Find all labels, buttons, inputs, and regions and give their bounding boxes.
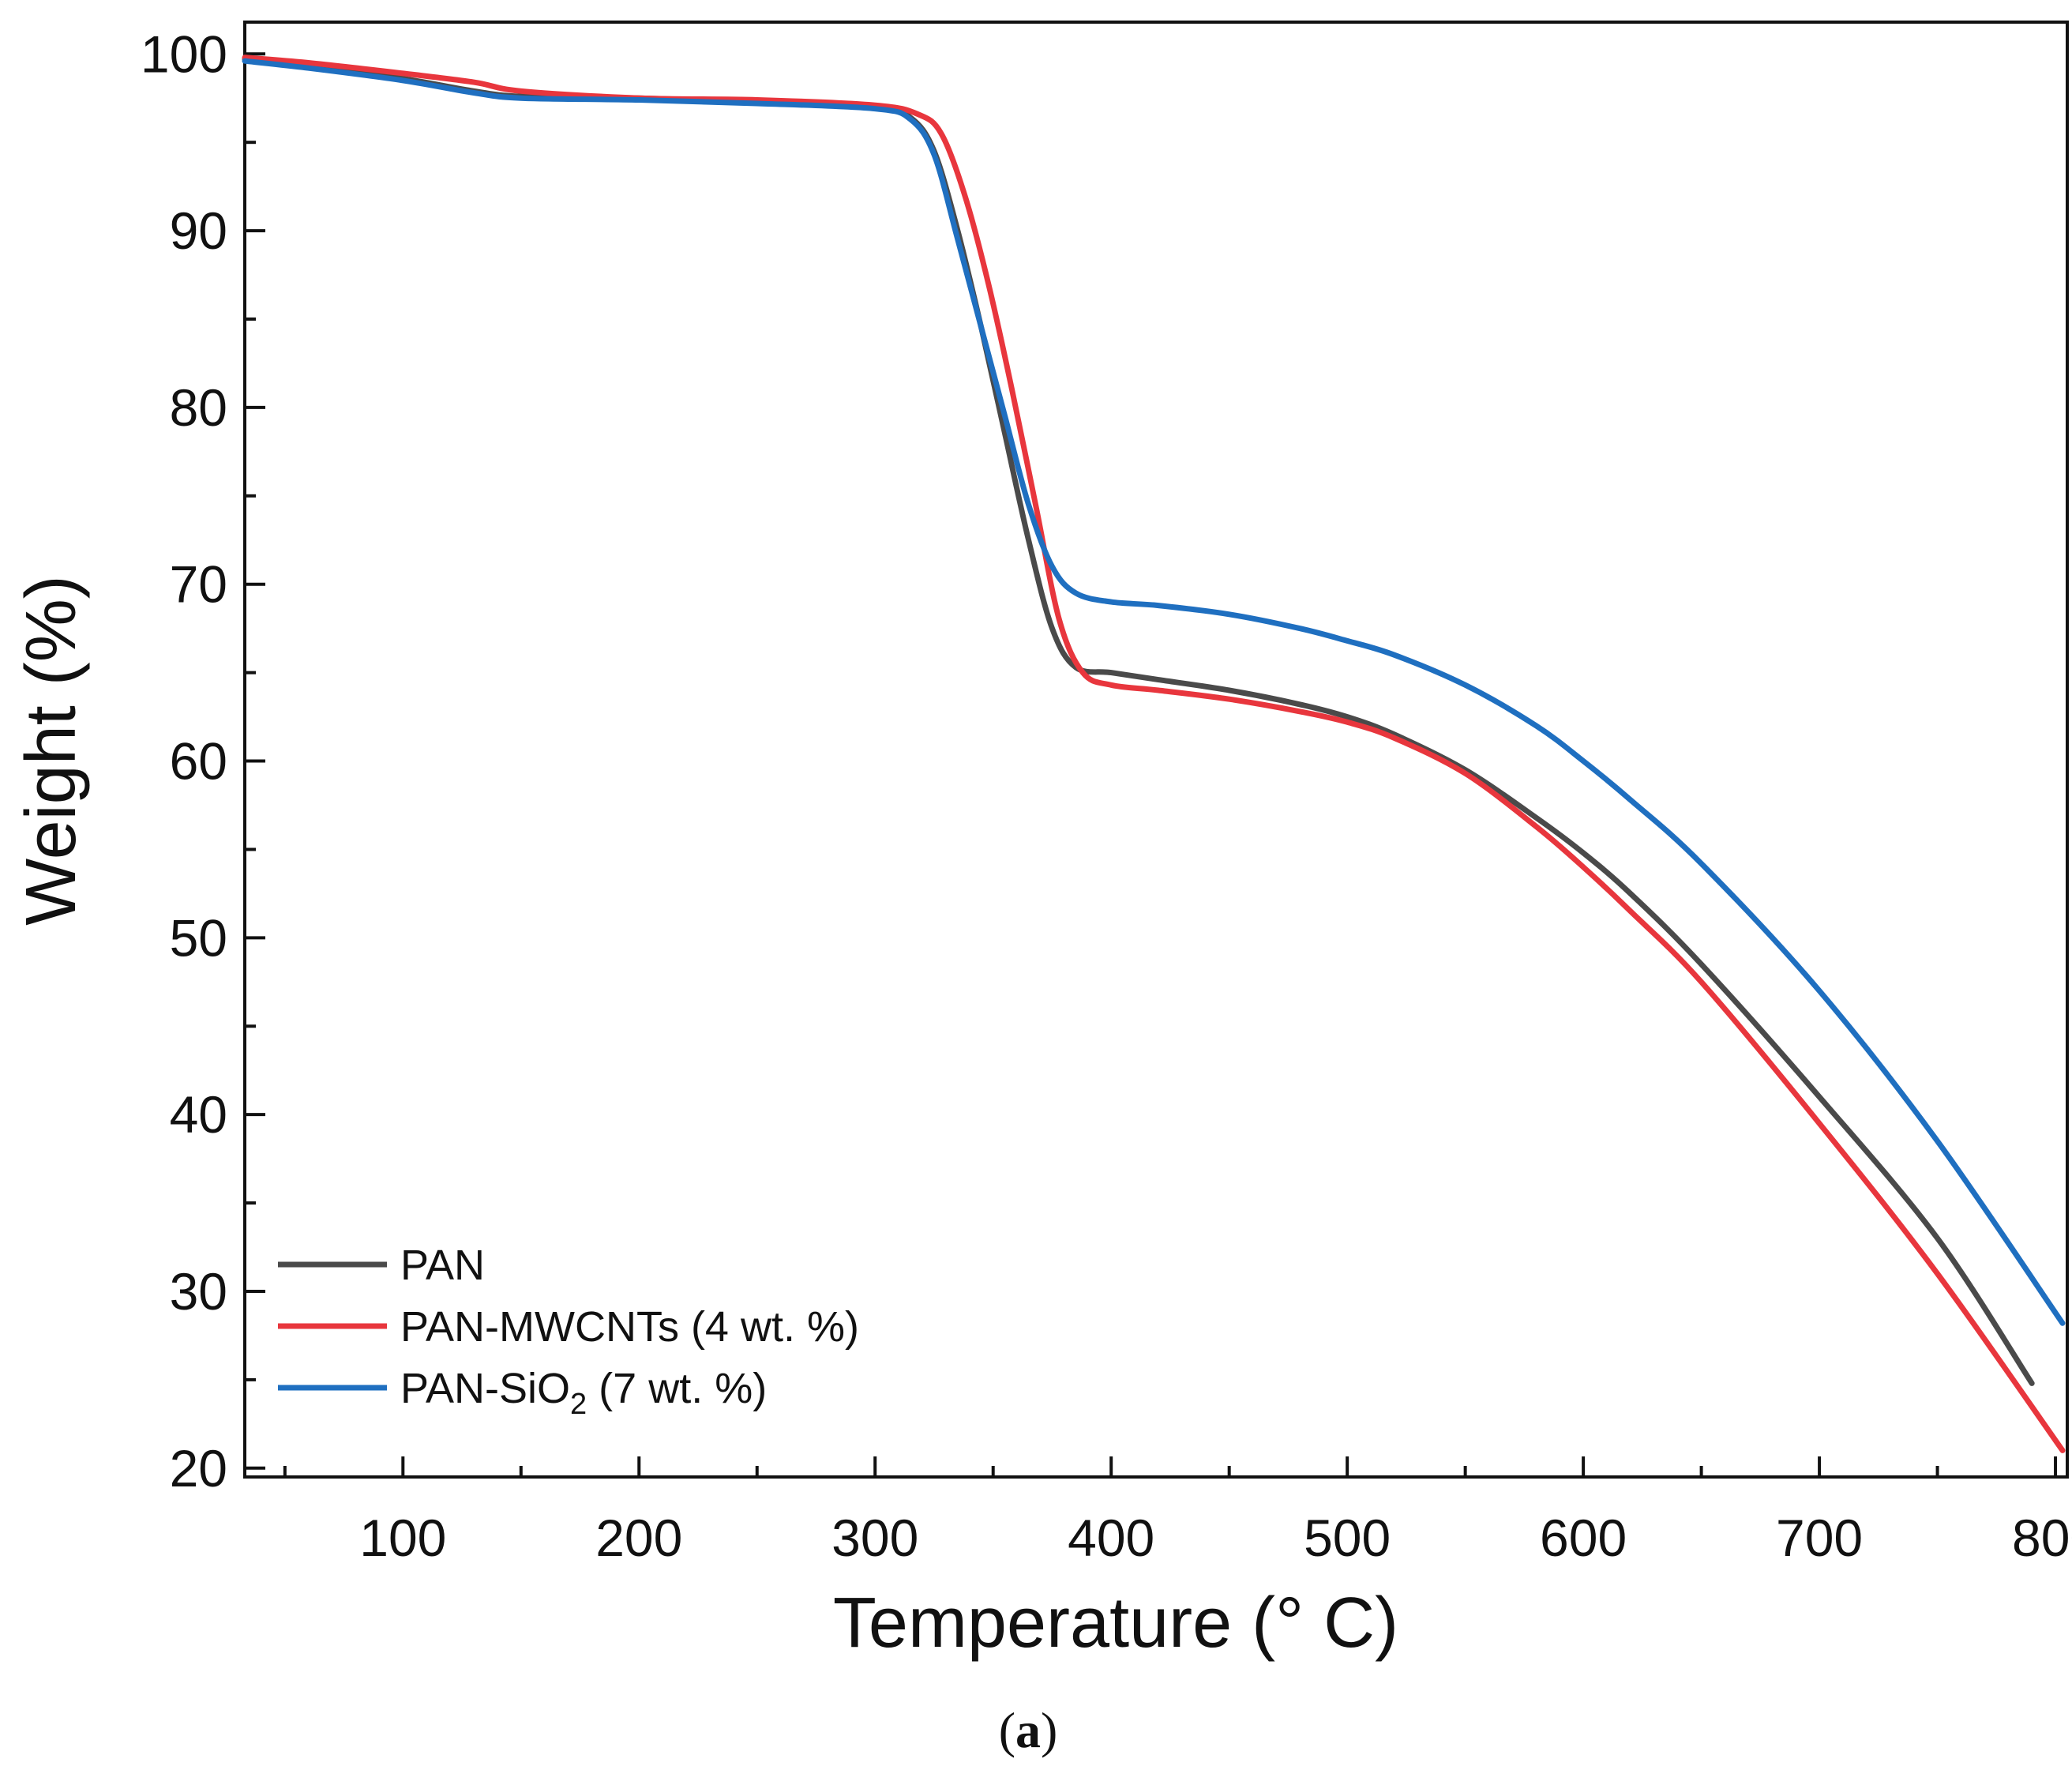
y-tick-label: 40 [170,1085,227,1144]
axis-ticks [245,52,2058,1477]
x-tick-label: 500 [1304,1509,1391,1567]
x-axis-title: Temperature (° C) [833,1584,1398,1663]
caption-open: ( [999,1702,1015,1758]
legend-label-main: PAN [400,1242,485,1289]
series-line-2 [242,54,2066,1453]
legend-label-2: PAN-MWCNTs (4 wt. %) [400,1303,859,1351]
series-line-3 [242,58,2066,1326]
legend-label-tail: (7 wt. %) [587,1365,767,1412]
axis-tick-labels: 100 200 300 400 500 600 700 800 20 30 40 50 60 70 80 90… [141,24,2072,1567]
legend-label-main: PAN-MWCNTs (4 wt. %) [400,1303,859,1351]
y-tick-label: 90 [170,201,227,260]
x-tick-label: 200 [595,1509,682,1567]
x-tick-label: 700 [1776,1509,1863,1567]
x-tick-label: 600 [1540,1509,1627,1567]
y-tick-label: 50 [170,908,227,967]
y-tick-label: 30 [170,1262,227,1321]
legend-label-1: PAN [400,1242,485,1289]
plot-frame [243,21,2069,1479]
y-tick-label: 20 [170,1439,227,1498]
legend: PAN PAN-MWCNTs (4 wt. %) PAN-SiO2 (7 wt. %… [278,1242,859,1421]
legend-label-main: PAN-SiO [400,1365,570,1412]
caption-close: ) [1041,1702,1057,1758]
y-tick-label: 70 [170,555,227,614]
x-tick-label: 400 [1068,1509,1154,1567]
legend-label-subscript: 2 [570,1388,587,1421]
caption-letter: a [1015,1702,1041,1758]
legend-label-3: PAN-SiO2 (7 wt. %) [400,1365,767,1421]
y-axis-title: Weight (%) [12,575,91,925]
y-tick-label: 100 [141,24,227,83]
data-curves [242,54,2066,1453]
x-tick-label: 300 [831,1509,918,1567]
y-tick-label: 60 [170,732,227,791]
series-line-1 [242,56,2035,1386]
x-tick-label: 800 [2012,1509,2072,1567]
y-tick-label: 80 [170,378,227,437]
figure-caption: (a) [999,1702,1058,1758]
x-tick-label: 100 [359,1509,446,1567]
